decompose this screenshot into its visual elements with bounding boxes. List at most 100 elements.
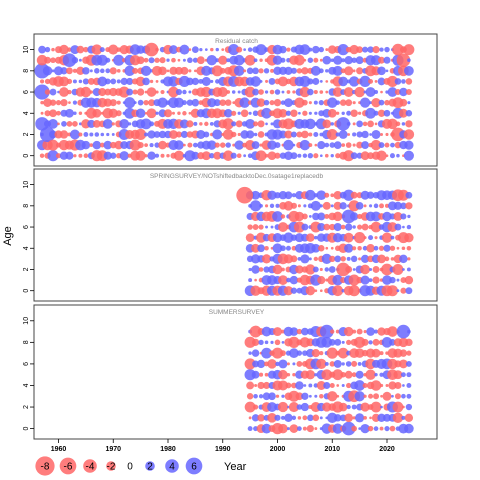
residual-bubble (340, 256, 346, 262)
residual-bubble (277, 401, 289, 413)
residual-bubble (295, 265, 304, 274)
residual-bubble (346, 404, 351, 410)
residual-bubble (336, 262, 351, 277)
residual-bubble (283, 201, 294, 211)
residual-bubble (374, 122, 378, 126)
residual-bubble (244, 86, 256, 98)
residual-bubble (299, 139, 311, 151)
residual-bubble (357, 224, 363, 230)
residual-bubble (365, 369, 376, 380)
residual-bubble (369, 267, 373, 271)
residual-bubble (124, 107, 136, 119)
residual-bubble (330, 154, 334, 158)
residual-bubble (313, 256, 318, 262)
residual-bubble (302, 153, 308, 158)
residual-bubble (359, 75, 371, 88)
residual-bubble (406, 393, 412, 399)
residual-bubble (191, 98, 200, 107)
residual-bubble (186, 120, 194, 128)
x-axis-label: Year (224, 461, 247, 473)
residual-bubble (128, 122, 132, 126)
residual-bubble (363, 330, 367, 334)
residual-bubble (295, 191, 304, 200)
residual-bubble (280, 214, 286, 219)
residual-bubble (244, 358, 256, 370)
residual-bubble (369, 133, 372, 136)
residual-bubble (319, 154, 323, 158)
residual-bubble (277, 380, 289, 391)
residual-bubble (181, 100, 187, 106)
residual-bubble (385, 132, 389, 137)
residual-bubble (264, 340, 269, 345)
residual-bubble (394, 393, 401, 400)
residual-bubble (270, 340, 274, 344)
residual-bubble (248, 267, 252, 272)
residual-bubble (296, 350, 303, 356)
residual-bubble (212, 129, 223, 140)
residual-bubble (373, 329, 379, 334)
residual-bubble (42, 66, 53, 76)
residual-bubble (272, 55, 283, 65)
residual-bubble (379, 47, 384, 52)
residual-bubble (66, 78, 73, 85)
residual-bubble (321, 369, 333, 381)
residual-bubble (72, 68, 77, 73)
residual-bubble (360, 402, 370, 412)
residual-bubble (201, 151, 211, 161)
x-tick-label: 1960 (51, 446, 67, 453)
residual-bubble (376, 150, 387, 161)
residual-bubble (44, 110, 51, 117)
residual-bubble (297, 153, 302, 158)
residual-bubble (357, 111, 362, 115)
residual-bubble (400, 202, 407, 210)
x-tick-label: 2000 (270, 446, 286, 453)
residual-bubble (383, 109, 391, 117)
residual-bubble (243, 48, 247, 51)
residual-bubble (267, 402, 277, 412)
residual-bubble (361, 130, 369, 139)
residual-bubble (209, 152, 215, 159)
residual-bubble (290, 67, 297, 74)
residual-bubble (124, 97, 136, 109)
residual-bubble (372, 276, 380, 284)
y-axis-label: Age (2, 226, 14, 246)
residual-bubble (135, 128, 147, 141)
residual-bubble (371, 129, 381, 139)
residual-bubble (221, 48, 225, 52)
residual-bubble (332, 274, 344, 286)
residual-bubble (361, 141, 370, 150)
residual-bubble (319, 267, 323, 272)
residual-bubble (179, 119, 189, 129)
residual-bubble (405, 403, 413, 411)
panel-1: Residual catch 0 2 4 6 8 10 (23, 33, 438, 167)
residual-bubble (268, 77, 276, 85)
residual-bubble (196, 56, 205, 65)
residual-bubble (119, 119, 130, 129)
residual-bubble (405, 202, 413, 210)
residual-bubble (259, 79, 263, 83)
residual-bubble (284, 66, 293, 75)
residual-bubble (279, 45, 287, 54)
residual-bubble (373, 393, 380, 400)
residual-bubble (362, 245, 368, 251)
residual-bubble (136, 56, 145, 65)
residual-bubble (39, 79, 45, 84)
residual-bubble (94, 68, 100, 74)
residual-bubble (301, 327, 309, 336)
residual-bubble (379, 351, 384, 356)
residual-bubble (257, 381, 265, 390)
residual-bubble (348, 285, 360, 297)
residual-bubble (317, 276, 326, 285)
residual-bubble (303, 204, 307, 208)
residual-bubble (278, 275, 288, 285)
residual-bubble (251, 254, 261, 264)
legend-label: -8 (41, 462, 50, 473)
legend-label: 4 (169, 462, 175, 473)
residual-bubble (312, 212, 320, 221)
residual-bubble (343, 232, 354, 243)
residual-bubble (373, 426, 379, 431)
residual-bubble (381, 232, 393, 243)
residual-bubble (248, 351, 252, 355)
residual-bubble (39, 126, 56, 143)
residual-bubble (307, 414, 314, 422)
